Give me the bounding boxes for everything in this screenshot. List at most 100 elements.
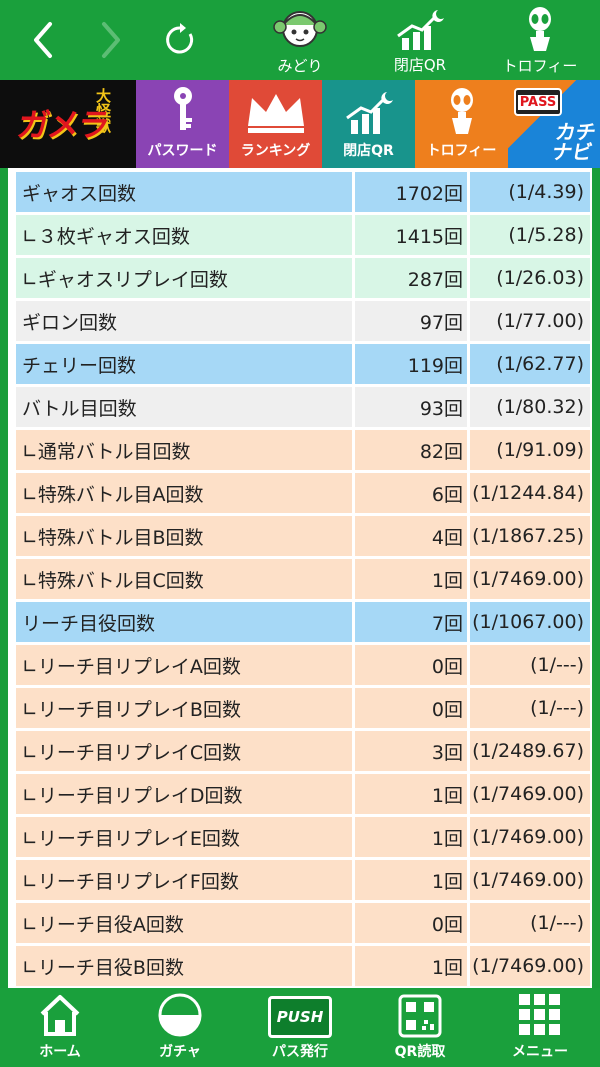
- close-qr-banner-button[interactable]: 閉店QR: [322, 80, 415, 168]
- gacha-capsule-icon: [158, 993, 202, 1037]
- crown-icon: [247, 94, 304, 133]
- stat-probability: (1/7469.00): [470, 946, 590, 986]
- stat-probability: (1/7469.00): [470, 860, 590, 900]
- gamera-logo-sub: 大怪獣: [94, 88, 112, 133]
- menu-grid-icon: [519, 994, 560, 1035]
- stat-row: ∟リーチ目役A回数 0回 (1/---): [16, 903, 590, 943]
- stat-name: ∟リーチ目役A回数: [16, 903, 352, 943]
- pass-badge: PASS: [514, 88, 562, 116]
- push-button-icon: PUSH: [268, 996, 332, 1038]
- stat-name: リーチ目役回数: [16, 602, 352, 642]
- stat-name: ∟リーチ目リプレイF回数: [16, 860, 352, 900]
- stat-name: ∟ギャオスリプレイ回数: [16, 258, 352, 298]
- stat-name: ∟３枚ギャオス回数: [16, 215, 352, 255]
- close-qr-button[interactable]: 閉店QR: [380, 0, 460, 80]
- stat-count: 119回: [355, 344, 467, 384]
- stat-probability: (1/4.39): [470, 172, 590, 212]
- trophy-banner-label: トロフィー: [426, 143, 497, 159]
- qr-read-button[interactable]: QR読取: [360, 988, 480, 1067]
- gacha-button[interactable]: ガチャ: [120, 988, 240, 1067]
- stat-count: 1回: [355, 946, 467, 986]
- stat-row: ∟リーチ目リプレイB回数 0回 (1/---): [16, 688, 590, 728]
- stat-probability: (1/77.00): [470, 301, 590, 341]
- stat-probability: (1/---): [470, 645, 590, 685]
- stat-count: 97回: [355, 301, 467, 341]
- stat-count: 0回: [355, 903, 467, 943]
- stat-name: ∟特殊バトル目B回数: [16, 516, 352, 556]
- stat-row: ∟リーチ目リプレイD回数 1回 (1/7469.00): [16, 774, 590, 814]
- stat-name: チェリー回数: [16, 344, 352, 384]
- stat-name: ∟特殊バトル目A回数: [16, 473, 352, 513]
- home-label: ホーム: [39, 1044, 81, 1060]
- close-chart-icon: [345, 92, 393, 134]
- stat-row: ∟通常バトル目回数 82回 (1/91.09): [16, 430, 590, 470]
- stat-probability: (1/2489.67): [470, 731, 590, 771]
- stat-probability: (1/---): [470, 688, 590, 728]
- stat-name: ∟通常バトル目回数: [16, 430, 352, 470]
- pass-issue-button[interactable]: PUSH パス発行: [240, 988, 360, 1067]
- top-bar: みどり 閉店QR トロフィー: [0, 0, 600, 80]
- stats-table: ギャオス回数 1702回 (1/4.39) ∟３枚ギャオス回数 1415回 (1/5.28…: [8, 168, 592, 988]
- stat-row: ∟リーチ目リプレイC回数 3回 (1/2489.67): [16, 731, 590, 771]
- midori-label: みどり: [277, 56, 323, 75]
- stat-probability: (1/5.28): [470, 215, 590, 255]
- forward-arrow-icon[interactable]: [90, 18, 130, 62]
- stat-name: ∟リーチ目リプレイA回数: [16, 645, 352, 685]
- ranking-label: ランキング: [240, 143, 311, 159]
- password-button[interactable]: パスワード: [136, 80, 229, 168]
- alien-trophy-icon: [529, 6, 551, 51]
- stat-row: リーチ目役回数 7回 (1/1067.00): [16, 602, 590, 642]
- stat-probability: (1/7469.00): [470, 817, 590, 857]
- midori-button[interactable]: みどり: [262, 0, 338, 80]
- stat-name: ∟リーチ目役B回数: [16, 946, 352, 986]
- menu-button[interactable]: メニュー: [480, 988, 600, 1067]
- stat-name: ギャオス回数: [16, 172, 352, 212]
- stat-row: ギャオス回数 1702回 (1/4.39): [16, 172, 590, 212]
- stat-count: 1回: [355, 774, 467, 814]
- stat-count: 287回: [355, 258, 467, 298]
- bottom-nav: ホーム ガチャ PUSH パス発行 QR読取 メニュー: [0, 988, 600, 1067]
- stat-row: ∟リーチ目リプレイF回数 1回 (1/7469.00): [16, 860, 590, 900]
- stat-name: ∟リーチ目リプレイC回数: [16, 731, 352, 771]
- pass-issue-label: パス発行: [272, 1044, 328, 1060]
- stat-row: ∟３枚ギャオス回数 1415回 (1/5.28): [16, 215, 590, 255]
- close-qr-banner-label: 閉店QR: [343, 143, 394, 159]
- trophy-button[interactable]: トロフィー: [498, 0, 582, 80]
- stat-name: ∟リーチ目リプレイD回数: [16, 774, 352, 814]
- stat-count: 0回: [355, 645, 467, 685]
- stat-row: ∟特殊バトル目B回数 4回 (1/1867.25): [16, 516, 590, 556]
- stat-count: 0回: [355, 688, 467, 728]
- stat-row: ∟ギャオスリプレイ回数 287回 (1/26.03): [16, 258, 590, 298]
- stat-probability: (1/62.77): [470, 344, 590, 384]
- midori-character-icon: [273, 10, 327, 47]
- close-qr-label: 閉店QR: [393, 55, 447, 74]
- stat-probability: (1/---): [470, 903, 590, 943]
- kachinavi-button[interactable]: PASS カチナビ: [508, 80, 600, 168]
- ranking-button[interactable]: ランキング: [229, 80, 322, 168]
- stat-name: ∟リーチ目リプレイE回数: [16, 817, 352, 857]
- stat-probability: (1/80.32): [470, 387, 590, 427]
- stat-count: 4回: [355, 516, 467, 556]
- trophy-banner-button[interactable]: トロフィー: [415, 80, 508, 168]
- back-arrow-icon[interactable]: [24, 18, 64, 62]
- menu-label: メニュー: [512, 1044, 568, 1060]
- stat-probability: (1/26.03): [470, 258, 590, 298]
- gamera-logo-text: ガメラ: [14, 106, 112, 144]
- stat-probability: (1/91.09): [470, 430, 590, 470]
- stat-count: 82回: [355, 430, 467, 470]
- stat-probability: (1/7469.00): [470, 559, 590, 599]
- stat-count: 3回: [355, 731, 467, 771]
- trophy-label: トロフィー: [502, 56, 578, 75]
- key-icon: [173, 87, 192, 130]
- stat-row: ∟特殊バトル目C回数 1回 (1/7469.00): [16, 559, 590, 599]
- stat-row: ギロン回数 97回 (1/77.00): [16, 301, 590, 341]
- kachinavi-text: カチナビ: [550, 120, 598, 164]
- stat-count: 1回: [355, 559, 467, 599]
- home-button[interactable]: ホーム: [0, 988, 120, 1067]
- stat-row: ∟リーチ目リプレイE回数 1回 (1/7469.00): [16, 817, 590, 857]
- qr-read-label: QR読取: [394, 1044, 446, 1060]
- close-chart-icon: [397, 9, 444, 50]
- gamera-logo[interactable]: 大怪獣 ガメラ: [0, 80, 136, 168]
- stat-count: 1702回: [355, 172, 467, 212]
- reload-icon[interactable]: [160, 20, 200, 64]
